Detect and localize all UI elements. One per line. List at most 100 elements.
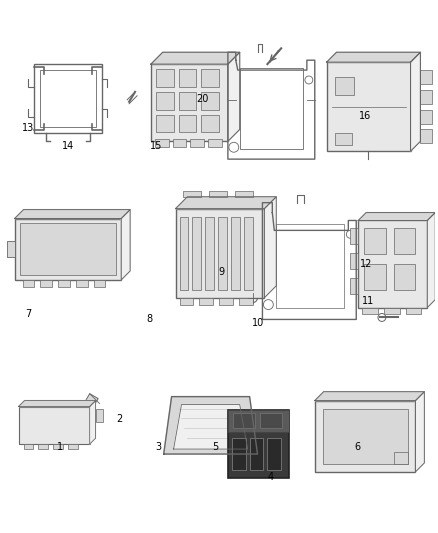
Bar	[173, 139, 187, 147]
Bar	[179, 92, 196, 110]
Bar	[94, 280, 106, 287]
Text: 13: 13	[22, 123, 34, 133]
Polygon shape	[164, 397, 258, 454]
Bar	[76, 280, 88, 287]
Polygon shape	[265, 197, 276, 297]
Bar	[250, 438, 263, 470]
Circle shape	[229, 142, 239, 152]
Bar	[327, 62, 410, 151]
Bar	[179, 69, 196, 87]
Circle shape	[247, 293, 258, 303]
Bar	[231, 216, 240, 290]
Bar	[34, 64, 102, 133]
Circle shape	[305, 76, 313, 84]
Bar	[228, 410, 289, 478]
Bar	[233, 414, 254, 429]
Bar	[14, 219, 121, 280]
Bar	[420, 70, 432, 84]
Text: 4: 4	[268, 472, 274, 482]
Polygon shape	[315, 392, 424, 401]
Polygon shape	[173, 405, 247, 449]
Polygon shape	[121, 209, 130, 280]
Text: 16: 16	[359, 111, 371, 121]
Text: 12: 12	[360, 259, 372, 269]
Bar	[239, 297, 253, 304]
Circle shape	[378, 313, 386, 321]
Bar	[192, 216, 201, 290]
Text: 3: 3	[155, 442, 162, 453]
Bar	[201, 92, 219, 110]
Bar	[205, 216, 214, 290]
Bar	[58, 280, 70, 287]
Bar	[335, 133, 352, 146]
Bar	[335, 77, 354, 95]
Bar	[384, 308, 400, 314]
Text: 14: 14	[62, 141, 74, 151]
Polygon shape	[176, 197, 276, 208]
Text: 11: 11	[362, 296, 374, 306]
Bar	[350, 253, 358, 269]
Bar	[184, 191, 201, 197]
Bar	[315, 401, 416, 472]
Circle shape	[263, 300, 273, 310]
Bar	[261, 414, 282, 429]
Bar	[406, 308, 421, 314]
Bar	[22, 280, 34, 287]
Bar	[53, 444, 63, 449]
Bar	[219, 297, 233, 304]
Bar	[208, 139, 222, 147]
Bar	[228, 410, 289, 432]
Text: 2: 2	[117, 415, 123, 424]
Text: 20: 20	[196, 94, 209, 104]
Bar	[176, 208, 265, 297]
Bar	[240, 68, 303, 149]
Polygon shape	[228, 52, 240, 141]
Bar	[20, 223, 117, 275]
Bar	[420, 90, 432, 104]
Bar	[323, 408, 408, 464]
Bar	[156, 115, 173, 132]
Polygon shape	[358, 213, 435, 221]
Polygon shape	[14, 209, 130, 219]
Bar	[394, 264, 416, 290]
Text: 10: 10	[252, 318, 264, 328]
Text: 15: 15	[150, 141, 162, 151]
Bar	[350, 278, 358, 294]
Bar	[358, 221, 427, 308]
Text: 9: 9	[218, 267, 224, 277]
Bar	[235, 191, 253, 197]
Bar	[350, 229, 358, 244]
Bar	[68, 444, 78, 449]
Bar	[151, 64, 228, 141]
Bar	[40, 280, 52, 287]
Bar	[232, 438, 246, 470]
Bar	[394, 229, 416, 254]
Polygon shape	[90, 401, 95, 444]
Bar	[95, 408, 103, 422]
Circle shape	[346, 230, 354, 238]
Polygon shape	[18, 401, 95, 407]
Polygon shape	[410, 52, 420, 151]
Bar	[156, 69, 173, 87]
Bar	[267, 438, 281, 470]
Bar	[38, 444, 48, 449]
Bar	[218, 216, 227, 290]
Bar	[7, 241, 14, 257]
Text: 5: 5	[212, 442, 219, 453]
Bar	[420, 110, 432, 124]
Text: 7: 7	[25, 309, 32, 319]
Text: 8: 8	[147, 314, 153, 324]
Bar	[179, 115, 196, 132]
Bar	[394, 452, 408, 464]
Bar	[24, 444, 33, 449]
Bar	[180, 297, 193, 304]
Polygon shape	[427, 213, 435, 308]
Polygon shape	[416, 392, 424, 472]
Bar	[201, 69, 219, 87]
Bar	[85, 394, 98, 407]
Bar	[199, 297, 213, 304]
Bar	[362, 308, 378, 314]
Bar	[364, 229, 386, 254]
Bar	[201, 115, 219, 132]
Bar	[420, 130, 432, 143]
